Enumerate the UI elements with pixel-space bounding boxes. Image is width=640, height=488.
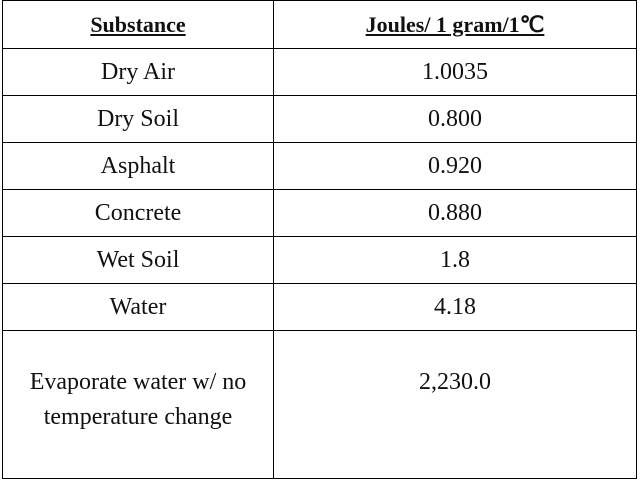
- substance-cell: Wet Soil: [2, 236, 274, 284]
- value-cell: 1.8: [273, 236, 637, 284]
- specific-heat-table: Substance Joules/ 1 gram/1℃ Dry Air 1.003…: [2, 0, 637, 479]
- table-row: Dry Soil 0.800: [2, 95, 637, 143]
- header-cell: Substance: [2, 0, 274, 49]
- table-row: Wet Soil 1.8: [2, 236, 637, 284]
- substance-cell: Dry Soil: [2, 95, 274, 143]
- substance-cell: Dry Air: [2, 48, 274, 96]
- header-cell: Joules/ 1 gram/1℃: [273, 0, 637, 49]
- table-row: Dry Air 1.0035: [2, 48, 637, 96]
- table-row: Evaporate water w/ no temperature change…: [2, 330, 637, 479]
- value-cell: 4.18: [273, 283, 637, 331]
- substance-cell: Evaporate water w/ no temperature change: [2, 330, 274, 479]
- table-row: Concrete 0.880: [2, 189, 637, 237]
- value-cell: 1.0035: [273, 48, 637, 96]
- value-cell: 0.920: [273, 142, 637, 190]
- table-row: Asphalt 0.920: [2, 142, 637, 190]
- value-cell: 2,230.0: [273, 330, 637, 479]
- value-cell: 0.800: [273, 95, 637, 143]
- substance-cell: Water: [2, 283, 274, 331]
- value-cell: 0.880: [273, 189, 637, 237]
- header-row: Substance Joules/ 1 gram/1℃: [2, 0, 637, 49]
- substance-cell: Concrete: [2, 189, 274, 237]
- table-row: Water 4.18: [2, 283, 637, 331]
- substance-cell: Asphalt: [2, 142, 274, 190]
